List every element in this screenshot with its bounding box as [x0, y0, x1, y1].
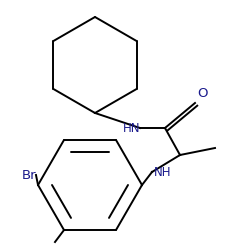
Text: HN: HN — [123, 122, 140, 134]
Text: O: O — [197, 87, 208, 100]
Text: Br: Br — [21, 169, 36, 182]
Text: NH: NH — [154, 166, 172, 179]
